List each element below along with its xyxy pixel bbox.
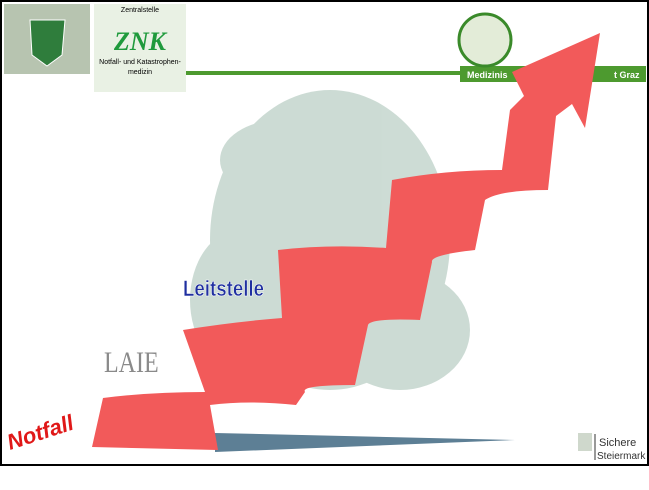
znk-sub-box: Notfall- und Katastrophen-medizin xyxy=(97,58,183,90)
step-leitstelle: Leitstelle xyxy=(183,278,264,302)
footer-line2: Steiermark xyxy=(597,451,646,462)
step-laie: LAIE xyxy=(104,345,159,378)
footer-line1: Sichere xyxy=(599,437,636,449)
znk-logo: ZNK xyxy=(113,27,168,56)
page: Zentralstelle ZNK Notfall- und Katastrop… xyxy=(0,0,649,490)
uni-seal xyxy=(459,14,511,66)
footer-crest xyxy=(578,433,592,451)
znk-sub: Notfall- und Katastrophen-medizin xyxy=(97,58,183,78)
uni-right: t Graz xyxy=(614,70,640,80)
slide: Zentralstelle ZNK Notfall- und Katastrop… xyxy=(0,0,649,490)
znk-top: Zentralstelle xyxy=(121,7,159,14)
uni-left: Medizinis xyxy=(467,70,508,80)
